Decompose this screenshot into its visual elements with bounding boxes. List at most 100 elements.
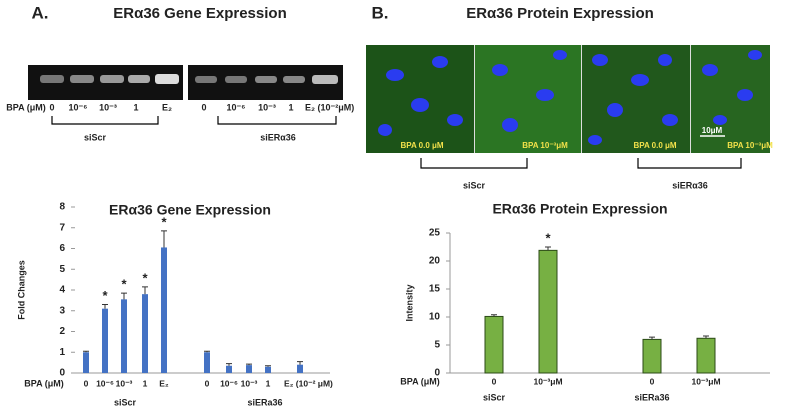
gel-lane: 10⁻⁶ (227, 102, 246, 112)
image-label: BPA 10⁻³μM (522, 141, 568, 150)
error-bar (649, 336, 655, 340)
x-tick-label: 10⁻³μM (533, 376, 562, 386)
panel-title: ERα36 Protein Expression (466, 5, 654, 22)
error-bar (204, 350, 210, 353)
group-label: siScr (114, 397, 137, 407)
group-label: siERa36 (634, 392, 669, 402)
error-bar (83, 350, 89, 353)
chart-title: ERα36 Gene Expression (109, 202, 271, 218)
panel-label: B. (372, 3, 389, 22)
x-tick-label: 10⁻³ (241, 378, 258, 388)
x-tick-label: 10⁻⁶ (96, 378, 114, 388)
gel-lane: E₂ (162, 102, 172, 112)
error-bar (297, 361, 303, 365)
y-tick-label: 7 (59, 222, 65, 233)
gel-group: siScr (84, 132, 107, 142)
bar (538, 249, 558, 374)
bar (102, 308, 108, 373)
x-axis-label: BPA (μM) (400, 376, 440, 386)
error-bar (246, 363, 252, 366)
x-tick-label: 0 (492, 376, 497, 386)
error-bar (545, 246, 551, 251)
error-bar (491, 314, 497, 317)
chart-title: ERα36 Protein Expression (492, 201, 667, 217)
y-tick-label: 0 (434, 368, 440, 379)
x-tick-label: 0 (650, 376, 655, 386)
micrograph (366, 45, 770, 153)
image-label: BPA 10⁻³μM (727, 141, 773, 150)
y-axis-label: Fold Changes (16, 260, 26, 320)
scale-bar-label: 10μM (702, 126, 723, 135)
y-tick-label: 10 (429, 312, 441, 323)
panel-label: A. (32, 3, 49, 22)
x-tick-label: E₂ (10⁻² μM) (284, 378, 333, 388)
bar (265, 366, 271, 373)
bracket (637, 158, 742, 169)
gel-lane: 1 (133, 102, 138, 112)
image-label: BPA 0.0 μM (400, 141, 443, 150)
y-tick-label: 15 (429, 284, 441, 295)
error-bar (265, 365, 271, 367)
significance-marker: * (121, 277, 127, 292)
x-tick-label: 10⁻³ (116, 378, 133, 388)
error-bar (226, 363, 232, 366)
gel-lane: 0 (201, 102, 206, 112)
error-bar (142, 286, 148, 295)
bracket (420, 158, 528, 169)
y-tick-label: 3 (59, 305, 65, 316)
gel-lane: 10⁻³ (99, 102, 117, 112)
image-group: siScr (463, 180, 486, 190)
y-axis-label: Intensity (404, 284, 414, 321)
gel-lane: 1 (288, 102, 293, 112)
bar (83, 352, 89, 373)
gel-x-label: BPA (μM) (6, 102, 46, 112)
bar (226, 365, 232, 373)
gel-lane: 10⁻³ (258, 102, 276, 112)
bar (121, 299, 127, 373)
x-tick-label: 0 (205, 378, 210, 388)
error-bar (102, 304, 108, 309)
gel-lane: 0 (49, 102, 54, 112)
x-tick-label: E₂ (159, 378, 169, 388)
error-bar (121, 292, 127, 300)
gel-group: siERα36 (260, 132, 296, 142)
y-tick-label: 4 (59, 285, 65, 296)
gel-image (28, 65, 343, 100)
bar (161, 247, 167, 373)
bar (297, 364, 303, 373)
error-bar (703, 335, 709, 339)
bracket (51, 116, 159, 125)
y-tick-label: 6 (59, 243, 65, 254)
x-tick-label: 10⁻³μM (691, 376, 720, 386)
significance-marker: * (161, 214, 167, 229)
panel-title: ERα36 Gene Expression (113, 5, 286, 22)
bracket (217, 116, 337, 125)
bar (696, 337, 716, 374)
significance-marker: * (102, 288, 108, 303)
bar (484, 315, 504, 374)
group-label: siScr (483, 392, 506, 402)
gel-lane: 10⁻⁶ (69, 102, 88, 112)
y-tick-label: 1 (59, 347, 65, 358)
bar (246, 365, 252, 373)
x-tick-label: 1 (266, 378, 271, 388)
error-bar (161, 230, 167, 248)
image-label: BPA 0.0 μM (633, 141, 676, 150)
x-axis-label: BPA (μM) (24, 378, 64, 388)
y-tick-label: 8 (59, 202, 65, 213)
y-tick-label: 25 (429, 228, 441, 239)
bar (142, 294, 148, 373)
bar (204, 352, 210, 373)
bar (642, 338, 662, 374)
y-tick-label: 2 (59, 326, 65, 337)
y-tick-label: 5 (434, 340, 440, 351)
significance-marker: * (142, 270, 148, 285)
gel-lane: E₂ (10⁻²μM) (305, 102, 354, 112)
y-tick-label: 0 (59, 368, 65, 379)
y-tick-label: 5 (59, 264, 65, 275)
y-tick-label: 20 (429, 256, 441, 267)
group-label: siERa36 (247, 397, 282, 407)
x-tick-label: 0 (84, 378, 89, 388)
significance-marker: * (545, 230, 551, 245)
